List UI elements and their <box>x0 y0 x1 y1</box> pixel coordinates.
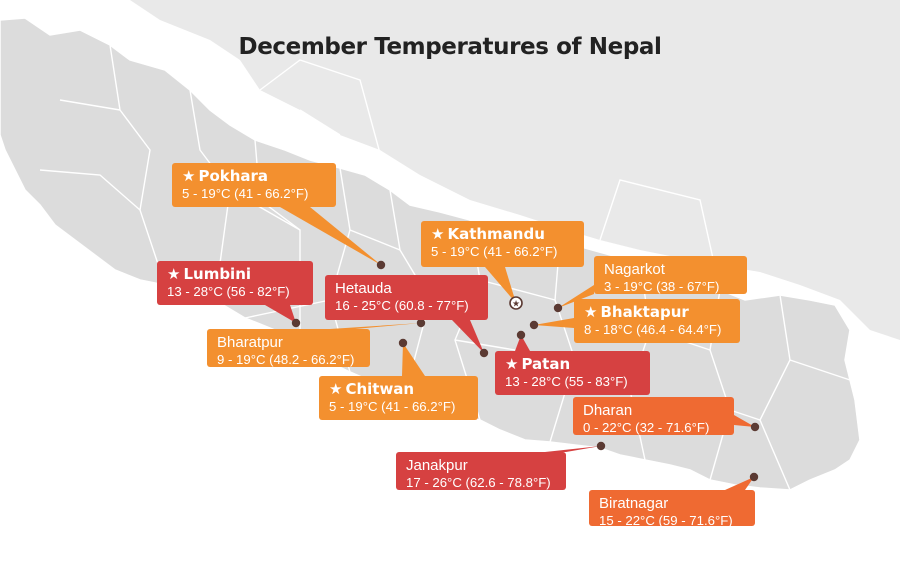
dharan-temperature: 0 - 22°C (32 - 71.6°F) <box>583 420 710 436</box>
janakpur-callout[interactable]: Janakpur 17 - 26°C (62.6 - 78.8°F) <box>396 452 566 490</box>
biratnagar-callout[interactable]: Biratnagar 15 - 22°C (59 - 71.6°F) <box>589 490 755 529</box>
lumbini-name-text: Lumbini <box>183 265 252 283</box>
janakpur-callout-pointer <box>545 446 601 452</box>
bharatpur-marker-icon <box>416 318 426 328</box>
biratnagar-temperature: 15 - 22°C (59 - 71.6°F) <box>599 513 733 529</box>
patan-callout-pointer <box>515 335 530 351</box>
lumbini-marker-icon <box>291 318 301 328</box>
nagarkot-temperature: 3 - 19°C (38 - 67°F) <box>604 279 720 295</box>
kathmandu-temperature: 5 - 19°C (41 - 66.2°F) <box>431 244 558 260</box>
star-icon: ★ <box>329 380 343 398</box>
biratnagar-name: Biratnagar <box>599 495 746 512</box>
kathmandu-name: ★ Kathmandu <box>431 225 575 243</box>
lumbini-callout[interactable]: ★ Lumbini 13 - 28°C (56 - 82°F) <box>157 261 313 305</box>
bharatpur-temperature: 9 - 19°C (48.2 - 66.2°F) <box>217 352 355 368</box>
capital-marker-icon <box>509 296 523 310</box>
city-markers: ★ <box>291 260 760 482</box>
pokhara-marker-icon <box>376 260 386 270</box>
biratnagar-name-text: Biratnagar <box>599 495 669 512</box>
dharan-callout[interactable]: Dharan 0 - 22°C (32 - 71.6°F) <box>573 397 734 435</box>
star-icon: ★ <box>182 167 196 185</box>
nagarkot-name: Nagarkot <box>604 261 738 278</box>
janakpur-temperature: 17 - 26°C (62.6 - 78.8°F) <box>406 475 551 491</box>
bhaktapur-callout-pointer <box>534 318 574 328</box>
hetauda-marker-icon <box>479 348 489 358</box>
bharatpur-name-text: Bharatpur <box>217 334 283 351</box>
map-title: December Temperatures of Nepal <box>238 34 662 60</box>
bharatpur-callout[interactable]: Bharatpur 9 - 19°C (48.2 - 66.2°F) <box>207 329 370 367</box>
dharan-name-text: Dharan <box>583 402 633 419</box>
patan-name: ★ Patan <box>505 355 641 373</box>
bhaktapur-callout[interactable]: ★ Bhaktapur 8 - 18°C (46.4 - 64.4°F) <box>574 299 740 343</box>
dharan-name: Dharan <box>583 402 725 419</box>
lumbini-temperature: 13 - 28°C (56 - 82°F) <box>167 284 290 300</box>
chitwan-temperature: 5 - 19°C (41 - 66.2°F) <box>329 399 456 415</box>
bhaktapur-name-text: Bhaktapur <box>600 303 689 321</box>
janakpur-name-text: Janakpur <box>406 457 468 474</box>
bharatpur-name: Bharatpur <box>217 334 361 351</box>
star-icon: ★ <box>167 265 181 283</box>
bhaktapur-name: ★ Bhaktapur <box>584 303 731 321</box>
chitwan-name-text: Chitwan <box>345 380 415 398</box>
patan-marker-icon <box>516 330 526 340</box>
chitwan-callout[interactable]: ★ Chitwan 5 - 19°C (41 - 66.2°F) <box>319 376 478 420</box>
janakpur-name: Janakpur <box>406 457 557 474</box>
star-icon: ★ <box>505 355 519 373</box>
neighbor-land <box>0 0 900 340</box>
pokhara-name-text: Pokhara <box>198 167 269 185</box>
nagarkot-name-text: Nagarkot <box>604 261 665 278</box>
hetauda-callout[interactable]: Hetauda 16 - 25°C (60.8 - 77°F) <box>325 275 488 320</box>
chitwan-marker-icon <box>398 338 408 348</box>
callout-connectors <box>265 207 755 490</box>
hetauda-temperature: 16 - 25°C (60.8 - 77°F) <box>335 298 469 314</box>
star-icon: ★ <box>584 303 598 321</box>
chitwan-callout-pointer <box>402 343 425 376</box>
bharatpur-callout-pointer <box>330 323 421 329</box>
pokhara-callout-pointer <box>280 207 381 265</box>
patan-callout[interactable]: ★ Patan 13 - 28°C (55 - 83°F) <box>495 351 650 395</box>
kathmandu-name-text: Kathmandu <box>447 225 545 243</box>
lumbini-name: ★ Lumbini <box>167 265 304 283</box>
nagarkot-marker-icon <box>553 303 563 313</box>
capital-star-icon: ★ <box>512 300 520 310</box>
dharan-marker-icon <box>750 422 760 432</box>
biratnagar-callout-pointer <box>725 477 754 490</box>
kathmandu-callout[interactable]: ★ Kathmandu 5 - 19°C (41 - 66.2°F) <box>421 221 584 267</box>
patan-temperature: 13 - 28°C (55 - 83°F) <box>505 374 628 390</box>
chitwan-name: ★ Chitwan <box>329 380 469 398</box>
dharan-callout-pointer <box>734 415 755 427</box>
lumbini-callout-pointer <box>265 305 296 323</box>
nagarkot-callout-pointer <box>558 285 594 308</box>
nagarkot-callout[interactable]: Nagarkot 3 - 19°C (38 - 67°F) <box>594 256 747 294</box>
patan-name-text: Patan <box>521 355 571 373</box>
janakpur-marker-icon <box>596 441 606 451</box>
pokhara-temperature: 5 - 19°C (41 - 66.2°F) <box>182 186 309 202</box>
star-icon: ★ <box>431 225 445 243</box>
pokhara-name: ★ Pokhara <box>182 167 327 185</box>
bhaktapur-marker-icon <box>529 320 539 330</box>
hetauda-callout-pointer <box>452 320 484 353</box>
pokhara-callout[interactable]: ★ Pokhara 5 - 19°C (41 - 66.2°F) <box>172 163 336 207</box>
bhaktapur-temperature: 8 - 18°C (46.4 - 64.4°F) <box>584 322 722 338</box>
hetauda-name: Hetauda <box>335 280 479 297</box>
kathmandu-callout-pointer <box>485 267 516 303</box>
hetauda-name-text: Hetauda <box>335 280 392 297</box>
biratnagar-marker-icon <box>749 472 759 482</box>
